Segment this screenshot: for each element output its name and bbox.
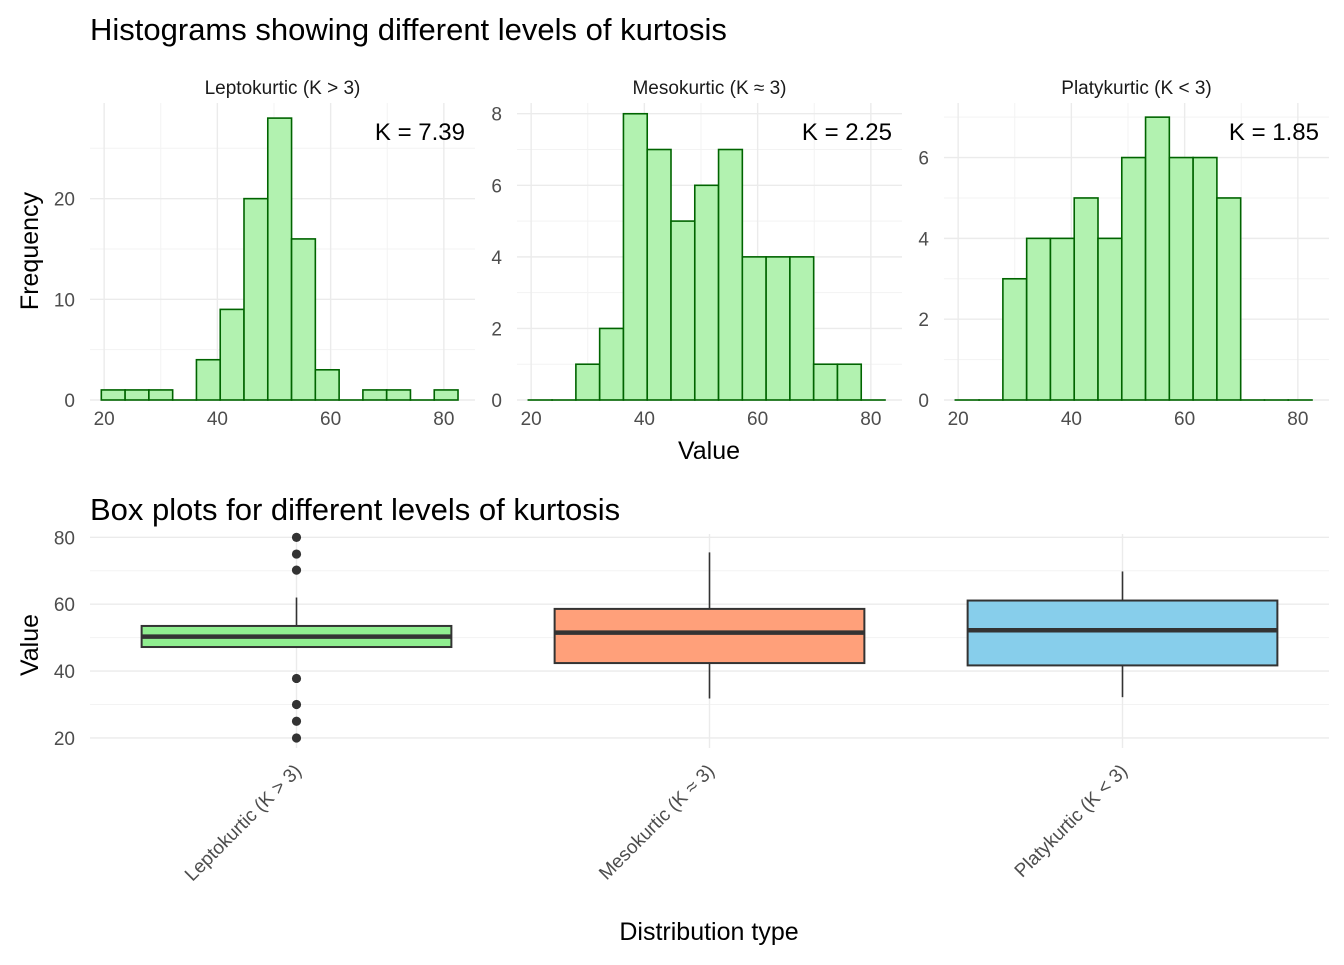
x-tick-label: 60: [320, 409, 341, 430]
outlier-point: [292, 566, 301, 575]
y-tick-label: 6: [918, 149, 929, 170]
histogram-bar: [149, 390, 173, 400]
histogram-bar: [837, 364, 861, 400]
x-tick-label: 20: [521, 409, 542, 430]
histogram-bar: [101, 390, 125, 400]
x-tick-label: 60: [1174, 409, 1195, 430]
histogram-bar: [125, 390, 149, 400]
y-tick-label: 4: [491, 248, 502, 269]
histogram-bar: [434, 390, 458, 400]
histogram-bar: [1217, 198, 1241, 400]
histogram-bar: [268, 118, 292, 400]
y-tick-label: 0: [918, 391, 929, 412]
histogram-bar: [647, 150, 671, 400]
histogram-bar: [1169, 158, 1193, 400]
outlier-point: [292, 533, 301, 542]
y-tick-label: 0: [64, 391, 75, 412]
x-tick-label: 60: [747, 409, 768, 430]
kurtosis-annotation: K = 1.85: [1229, 119, 1319, 146]
panel-strip-label: Leptokurtic (K > 3): [205, 78, 361, 99]
kurtosis-annotation: K = 2.25: [802, 119, 892, 146]
y-tick-label: 80: [54, 528, 75, 549]
outlier-point: [292, 674, 301, 683]
category-tick-label: Mesokurtic (K ≈ 3): [595, 761, 719, 885]
boxplots-y-axis-label: Value: [16, 614, 44, 676]
histogram-panel-3: 20 40 60 80 0 2 4 6 Platykurtic (K < 3) K = 1.85: [918, 78, 1329, 430]
histogram-panel-1: 20 40 60 80 0 10 20 Leptokurtic (K > 3) K = 7.39: [54, 78, 475, 430]
y-tick-label: 2: [491, 319, 502, 340]
y-tick-label: 20: [54, 190, 75, 211]
histogram-bar: [742, 257, 766, 400]
y-tick-label: 0: [491, 391, 502, 412]
y-tick-label: 60: [54, 595, 75, 616]
y-tick-label: 8: [491, 105, 502, 126]
histogram-bar: [623, 114, 647, 400]
histograms-x-axis-label: Value: [678, 437, 740, 465]
histogram-bar: [695, 185, 719, 400]
histogram-bar: [1003, 279, 1027, 400]
outlier-point: [292, 717, 301, 726]
boxplots-title: Box plots for different levels of kurtos…: [90, 492, 620, 527]
histograms-y-axis-label: Frequency: [16, 191, 44, 310]
x-tick-label: 20: [948, 409, 969, 430]
x-tick-label: 80: [433, 409, 454, 430]
y-tick-label: 2: [918, 310, 929, 331]
histogram-bar: [292, 239, 316, 400]
histogram-bar: [814, 364, 838, 400]
histogram-bar: [220, 309, 244, 400]
histogram-bar: [1122, 158, 1146, 400]
x-tick-label: 20: [94, 409, 115, 430]
histogram-bar: [196, 360, 220, 400]
y-tick-label: 40: [54, 662, 75, 683]
boxplots-x-axis-label: Distribution type: [619, 918, 798, 946]
outlier-point: [292, 700, 301, 709]
boxplot-panel: Leptokurtic (K > 3) Mesokurtic (K ≈ 3) Pla…: [54, 528, 1329, 885]
histogram-bar: [1027, 238, 1051, 400]
category-tick-label: Platykurtic (K < 3): [1011, 761, 1132, 882]
y-tick-label: 10: [54, 290, 75, 311]
histogram-bar: [671, 221, 695, 400]
histogram-bar: [719, 150, 743, 400]
histogram-bar: [315, 370, 339, 400]
category-tick-label: Leptokurtic (K > 3): [181, 761, 306, 886]
panel-strip-label: Platykurtic (K < 3): [1061, 78, 1211, 99]
histogram-bar: [363, 390, 387, 400]
outlier-point: [292, 549, 301, 558]
histogram-bar: [600, 328, 624, 400]
histogram-bar: [1193, 158, 1217, 400]
histogram-bar: [790, 257, 814, 400]
histogram-bar: [766, 257, 790, 400]
histogram-bar: [1098, 238, 1122, 400]
x-tick-label: 40: [207, 409, 228, 430]
histogram-bar: [244, 199, 268, 400]
x-tick-label: 80: [1287, 409, 1308, 430]
histogram-bar: [576, 364, 600, 400]
box: [555, 609, 865, 663]
x-tick-label: 40: [634, 409, 655, 430]
histograms-title: Histograms showing different levels of k…: [90, 12, 727, 47]
histogram-bar: [1050, 238, 1074, 400]
y-tick-label: 20: [54, 729, 75, 750]
box: [968, 601, 1278, 666]
y-tick-label: 6: [491, 176, 502, 197]
x-tick-label: 80: [860, 409, 881, 430]
histogram-bar: [1146, 117, 1170, 400]
histogram-bar: [387, 390, 411, 400]
histogram-bar: [1074, 198, 1098, 400]
histogram-panel-2: 20 40 60 80 0 2 4 6 8 Mesokurtic (K ≈ 3) K = 2.25: [491, 78, 902, 430]
panel-strip-label: Mesokurtic (K ≈ 3): [632, 78, 786, 99]
outlier-point: [292, 733, 301, 742]
x-tick-label: 40: [1061, 409, 1082, 430]
kurtosis-annotation: K = 7.39: [375, 119, 465, 146]
y-tick-label: 4: [918, 229, 929, 250]
